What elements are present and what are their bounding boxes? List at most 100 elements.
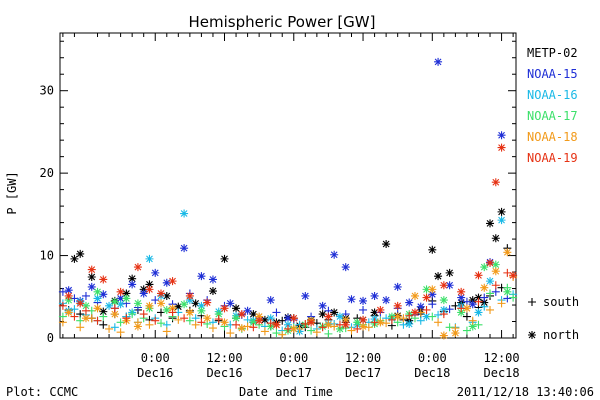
plot-area-frame (59, 32, 517, 339)
south-point (480, 293, 489, 302)
north-point (64, 308, 73, 317)
north-point (491, 178, 500, 187)
south-point (81, 291, 90, 300)
north-point (266, 314, 275, 323)
north-point (428, 290, 437, 299)
y-axis-label: P [GW] (5, 171, 19, 214)
x-axis: 0:00Dec1612:00Dec160:00Dec1712:00Dec170:… (62, 33, 520, 380)
x-tick-date-label: Dec16 (137, 366, 173, 380)
south-point (434, 318, 443, 327)
x-tick-date-label: Dec17 (276, 366, 312, 380)
x-tick-time-label: 0:00 (141, 351, 170, 365)
south-point (122, 314, 131, 323)
legend-north-label: north (543, 328, 579, 342)
north-point (145, 285, 154, 294)
south-point (151, 296, 160, 305)
north-point (214, 310, 223, 319)
north-point (87, 282, 96, 291)
north-point (341, 315, 350, 324)
south-point (99, 312, 108, 321)
south-point (301, 319, 310, 328)
legend-entry-noaa-16: NOAA-16 (527, 88, 578, 102)
north-point (145, 301, 154, 310)
south-point (226, 329, 235, 338)
south-point (457, 304, 466, 313)
north-point (439, 331, 448, 340)
north-point (341, 320, 350, 329)
north-point (457, 308, 466, 317)
north-point (76, 249, 85, 258)
north-point (87, 265, 96, 274)
north-point (480, 298, 489, 307)
north-point (439, 296, 448, 305)
north-point (474, 271, 483, 280)
south-point (468, 316, 477, 325)
north-point (255, 312, 264, 321)
south-point (93, 316, 102, 325)
series-noaa-19 (58, 143, 518, 333)
north-point (497, 131, 506, 140)
south-point (191, 320, 200, 329)
south-point (214, 315, 223, 324)
north-point (93, 304, 102, 313)
north-point (243, 306, 252, 315)
north-point (185, 296, 194, 305)
legend-star-symbol (528, 331, 536, 339)
south-point (116, 318, 125, 327)
north-point (324, 320, 333, 329)
south-point (99, 320, 108, 329)
south-point (480, 302, 489, 311)
south-point (312, 328, 321, 337)
north-point (168, 304, 177, 313)
south-point (70, 312, 79, 321)
north-point (180, 300, 189, 309)
south-point (81, 306, 90, 315)
north-point (370, 308, 379, 317)
north-point (64, 291, 73, 300)
north-point (162, 278, 171, 287)
south-point (58, 318, 67, 327)
south-point (284, 324, 292, 333)
south-point (307, 326, 316, 335)
north-point (116, 287, 125, 296)
south-point (434, 310, 443, 319)
north-point (237, 310, 246, 319)
north-point (445, 281, 454, 290)
south-point (486, 305, 495, 314)
north-point (491, 267, 500, 276)
y-tick-label: 10 (40, 249, 54, 263)
south-point (422, 305, 431, 314)
data-points (58, 57, 518, 340)
north-point (382, 240, 391, 249)
north-point (284, 320, 292, 329)
north-point (416, 302, 425, 311)
x-tick-date-label: Dec18 (414, 366, 450, 380)
north-point (260, 315, 269, 324)
north-point (289, 314, 298, 323)
x-tick-time-label: 12:00 (206, 351, 242, 365)
north-point (64, 286, 73, 295)
north-point (76, 299, 85, 308)
north-point (185, 308, 194, 317)
north-point (451, 329, 460, 338)
north-point (491, 234, 500, 243)
north-point (434, 57, 443, 66)
south-point (318, 323, 327, 332)
chart-title: Hemispheric Power [GW] (189, 13, 376, 31)
north-point (462, 304, 471, 313)
north-point (474, 293, 483, 302)
north-point (301, 291, 310, 300)
south-point (364, 323, 373, 332)
south-point (486, 289, 495, 298)
x-tick-time-label: 12:00 (345, 351, 381, 365)
south-point (145, 320, 154, 329)
south-point (266, 319, 275, 328)
north-point (353, 318, 362, 327)
north-point (105, 301, 114, 310)
north-point (180, 244, 189, 253)
south-point (428, 300, 437, 309)
south-point (330, 322, 339, 331)
north-point (370, 291, 379, 300)
north-point (93, 294, 102, 303)
